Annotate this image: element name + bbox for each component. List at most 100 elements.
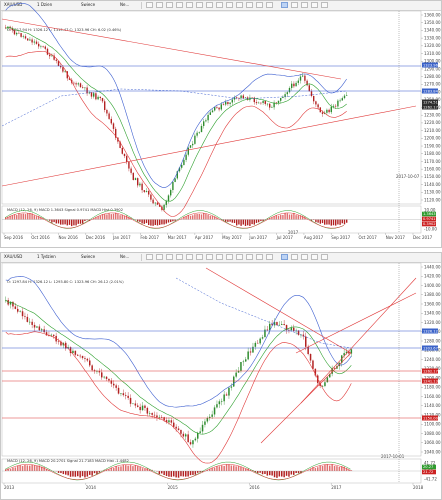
macd-histogram-bar	[172, 219, 174, 222]
timeframe-selector[interactable]: 1 Dzien	[37, 2, 53, 7]
weekly-chart-panel[interactable]: XAU/USD 1 Tydzien Swiece Ne... O: 1297.8…	[0, 252, 442, 500]
timeframe-selector[interactable]: 1 Tydzien	[37, 254, 56, 259]
weekly-price-chart[interactable]: O: 1297.84 H: 1326.12 L: 1293.80 C: 1323…	[1, 253, 442, 500]
macd-histogram-bar	[218, 466, 221, 471]
link-icon[interactable]	[281, 2, 288, 8]
zoom-in-icon[interactable]	[156, 254, 163, 260]
fullscreen-icon[interactable]	[321, 2, 328, 8]
candle-body	[33, 324, 36, 328]
zoom-out-icon[interactable]	[166, 2, 173, 8]
macd-histogram-bar	[229, 219, 231, 222]
zoom-out-icon[interactable]	[166, 254, 173, 260]
macd-histogram-bar	[307, 470, 309, 471]
screenshot-icon[interactable]	[246, 254, 253, 260]
eraser-icon[interactable]	[216, 2, 223, 8]
candle-body	[247, 351, 249, 360]
fullscreen-icon[interactable]	[321, 254, 328, 260]
candle-body	[253, 97, 255, 103]
macd-histogram-bar	[277, 215, 280, 220]
eraser-icon[interactable]	[216, 254, 223, 260]
macd-histogram-bar	[200, 214, 203, 220]
layers-icon[interactable]	[266, 2, 273, 8]
macd-tag-label: 20.27	[423, 465, 433, 469]
price-axis-label: 1150.00	[424, 174, 441, 179]
candle-body	[149, 413, 151, 414]
candle-body	[11, 28, 13, 31]
macd-histogram-bar	[295, 215, 297, 220]
chart-style-selector[interactable]: Swiece	[81, 254, 96, 259]
candle-body	[84, 87, 86, 89]
fib-tool-icon[interactable]	[196, 254, 203, 260]
indicators-icon[interactable]	[226, 254, 233, 260]
macd-histogram-bar	[206, 469, 209, 471]
price-axis-label: 1440.00	[424, 264, 441, 269]
candle-body	[110, 380, 113, 384]
line-tool-icon[interactable]	[186, 2, 193, 8]
candle-body	[315, 101, 317, 105]
link-icon[interactable]	[281, 254, 288, 260]
template-icon[interactable]	[291, 254, 298, 260]
candle-body	[12, 301, 14, 307]
print-icon[interactable]	[311, 254, 318, 260]
macd-histogram-bar	[24, 214, 27, 220]
price-axis-label: 1280.00	[424, 74, 441, 79]
pan-icon[interactable]	[176, 254, 183, 260]
macd-histogram-bar	[45, 468, 48, 471]
zoom-in-icon[interactable]	[156, 2, 163, 8]
layers-icon[interactable]	[266, 254, 273, 260]
chart-style-selector[interactable]: Swiece	[81, 2, 96, 7]
save-icon[interactable]	[301, 2, 308, 8]
macd-histogram-bar	[271, 217, 273, 220]
daily-chart-panel[interactable]: XAU/USD 1 Dzien Swiece Ne... O: 1317.94 …	[0, 0, 442, 248]
macd-histogram-bar	[189, 471, 192, 476]
macd-histogram-bar	[21, 465, 24, 471]
line-tool-icon[interactable]	[186, 254, 193, 260]
crosshair-icon[interactable]	[146, 2, 153, 8]
price-axis-label: 1400.00	[424, 283, 441, 288]
compare-icon[interactable]	[236, 254, 243, 260]
daily-price-chart[interactable]: O: 1317.94 H: 1326.12 L: 1315.47 C: 1323…	[1, 1, 442, 248]
indicators-icon[interactable]	[226, 2, 233, 8]
symbol-selector[interactable]: XAU/USD	[4, 2, 23, 7]
macd-histogram-bar	[65, 471, 67, 475]
candle-body	[53, 55, 55, 60]
candle-body	[283, 324, 285, 325]
macd-histogram-bar	[345, 468, 348, 471]
macd-histogram-bar	[297, 215, 299, 220]
candle-body	[218, 107, 220, 110]
nav-selector[interactable]: Ne...	[120, 254, 130, 259]
candle-body	[302, 75, 304, 77]
candle-body	[93, 93, 95, 97]
text-tool-icon[interactable]	[206, 254, 213, 260]
settings-icon[interactable]	[256, 2, 263, 8]
candle-body	[17, 308, 19, 312]
print-icon[interactable]	[311, 2, 318, 8]
macd-histogram-bar	[336, 466, 338, 471]
macd-histogram-bar	[77, 219, 79, 224]
candle-body	[108, 378, 110, 381]
candle-body	[182, 433, 185, 437]
fib-tool-icon[interactable]	[196, 2, 203, 8]
date-axis-label: Mar 2017	[168, 235, 187, 240]
template-icon[interactable]	[291, 2, 298, 8]
price-tag	[422, 415, 438, 421]
text-tool-icon[interactable]	[206, 2, 213, 8]
macd-histogram-bar	[288, 214, 291, 220]
crosshair-icon[interactable]	[146, 254, 153, 260]
save-icon[interactable]	[301, 254, 308, 260]
symbol-selector[interactable]: XAU/USD	[4, 254, 23, 259]
macd-histogram-bar	[86, 471, 89, 477]
pan-icon[interactable]	[176, 2, 183, 8]
macd-histogram-bar	[335, 219, 337, 226]
settings-icon[interactable]	[256, 254, 263, 260]
nav-selector[interactable]: Ne...	[120, 2, 130, 7]
macd-tag	[422, 216, 436, 222]
compare-icon[interactable]	[236, 2, 243, 8]
macd-histogram-bar	[273, 216, 275, 220]
screenshot-icon[interactable]	[246, 2, 253, 8]
macd-histogram-bar	[84, 219, 86, 222]
macd-histogram-bar	[350, 470, 353, 471]
macd-histogram-bar	[120, 466, 122, 471]
candle-body	[271, 107, 273, 108]
macd-histogram-bar	[24, 464, 26, 471]
